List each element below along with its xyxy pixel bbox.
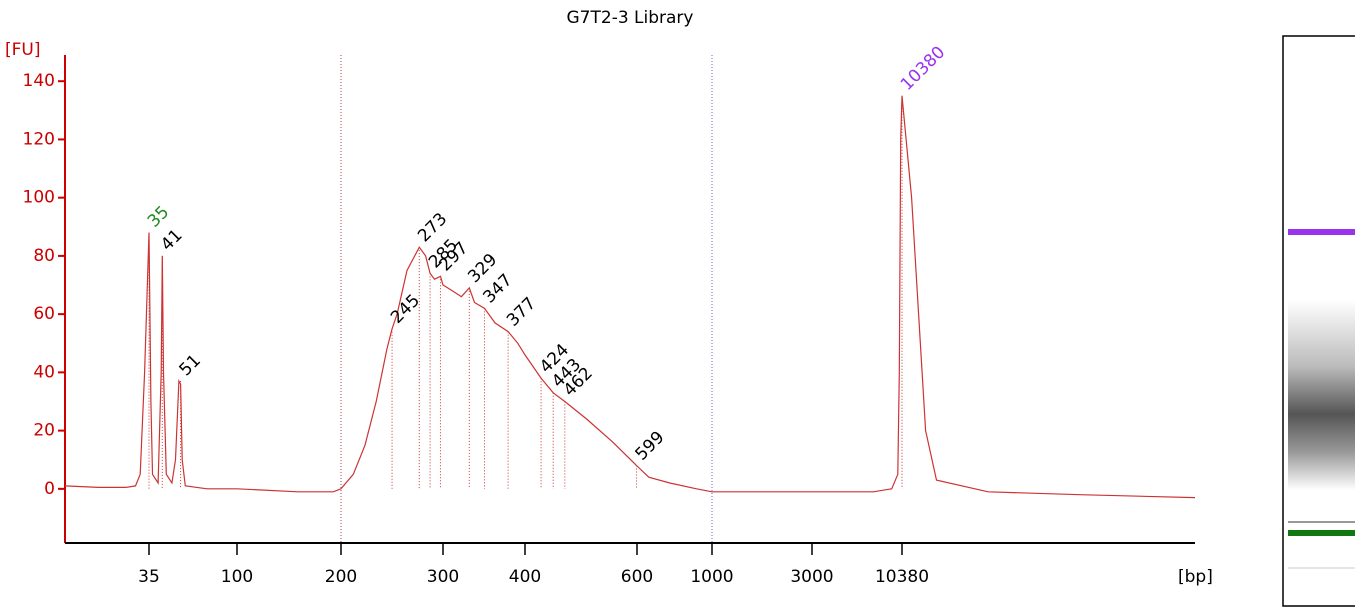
y-tick-label: 0 (44, 479, 55, 499)
peak-label: 51 (175, 351, 204, 380)
x-tick-label: 35 (138, 567, 160, 587)
x-tick-label: 10380 (875, 567, 929, 587)
x-tick-label: 1000 (690, 567, 733, 587)
peak-label: 41 (157, 226, 186, 255)
x-tick-label: 100 (221, 567, 253, 587)
trace (64, 95, 1196, 499)
x-tick-label: 300 (427, 567, 459, 587)
x-tick-label: 600 (621, 567, 653, 587)
gel-lane (1282, 35, 1355, 607)
peak-label: 245 (387, 291, 424, 328)
x-axis-label: [bp] (1178, 567, 1213, 587)
chart-title: G7T2-3 Library (567, 8, 694, 28)
peak-label: 10380 (897, 42, 949, 94)
peak-label: 35 (144, 202, 173, 231)
x-tick-label: 200 (325, 567, 357, 587)
peak-label: 599 (631, 428, 668, 465)
y-tick-label: 80 (33, 246, 55, 266)
x-tick-label: 3000 (790, 567, 833, 587)
peak-label: 377 (503, 294, 540, 331)
x-tick-label: 400 (509, 567, 541, 587)
y-tick-label: 40 (33, 362, 55, 382)
y-axis-label: [FU] (5, 40, 41, 60)
y-tick-label: 140 (23, 71, 55, 91)
y-tick-label: 120 (23, 129, 55, 149)
y-tick-label: 60 (33, 304, 55, 324)
y-tick-label: 100 (23, 188, 55, 208)
y-tick-label: 20 (33, 421, 55, 441)
